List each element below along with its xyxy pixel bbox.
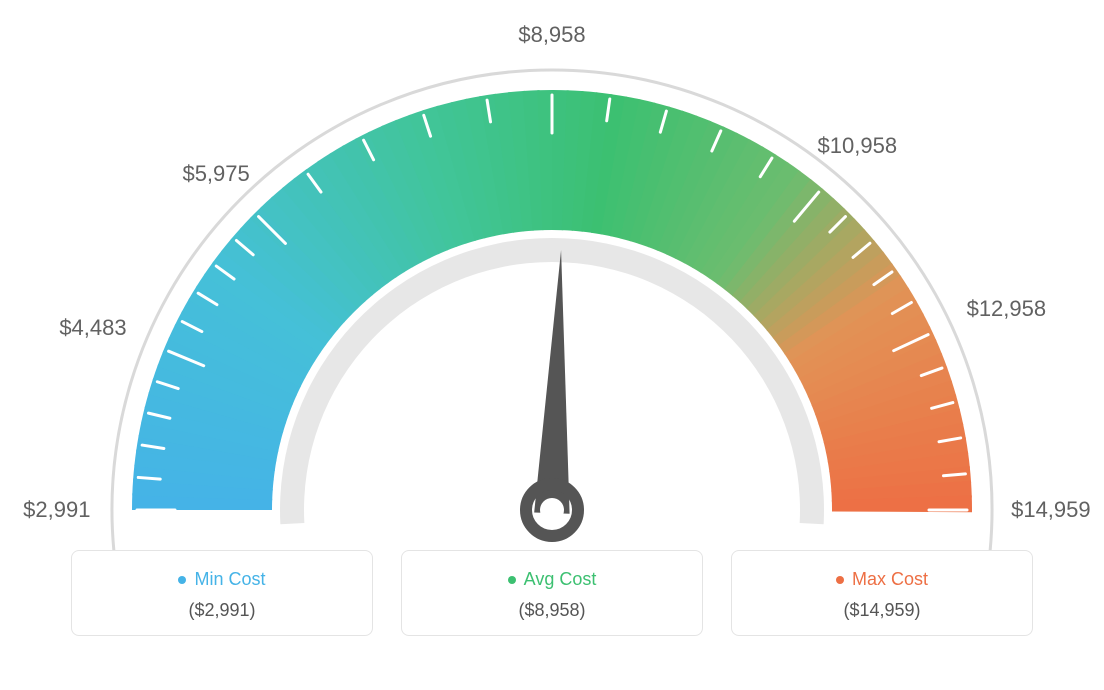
legend-value-max: ($14,959) — [732, 600, 1032, 621]
legend-title-text: Min Cost — [194, 569, 265, 590]
dot-icon — [836, 576, 844, 584]
tick-label: $10,958 — [818, 133, 898, 159]
gauge-chart: $2,991 $4,483 $5,975 $8,958 $10,958 $12,958 $1… — [0, 0, 1104, 550]
tick-label: $4,483 — [59, 315, 126, 341]
tick-label: $14,959 — [1011, 497, 1091, 523]
legend-value-avg: ($8,958) — [402, 600, 702, 621]
dot-icon — [508, 576, 516, 584]
tick-label: $5,975 — [182, 161, 249, 187]
tick-label: $12,958 — [967, 296, 1047, 322]
legend-title-max: Max Cost — [836, 569, 928, 590]
legend-title-text: Avg Cost — [524, 569, 597, 590]
tick-label: $2,991 — [23, 497, 90, 523]
legend-title-avg: Avg Cost — [508, 569, 597, 590]
dot-icon — [178, 576, 186, 584]
legend-row: Min Cost ($2,991) Avg Cost ($8,958) Max … — [0, 550, 1104, 636]
legend-card-max: Max Cost ($14,959) — [731, 550, 1033, 636]
gauge-svg — [0, 0, 1104, 550]
legend-card-min: Min Cost ($2,991) — [71, 550, 373, 636]
legend-title-text: Max Cost — [852, 569, 928, 590]
legend-card-avg: Avg Cost ($8,958) — [401, 550, 703, 636]
tick-label: $8,958 — [518, 22, 585, 48]
legend-title-min: Min Cost — [178, 569, 265, 590]
legend-value-min: ($2,991) — [72, 600, 372, 621]
